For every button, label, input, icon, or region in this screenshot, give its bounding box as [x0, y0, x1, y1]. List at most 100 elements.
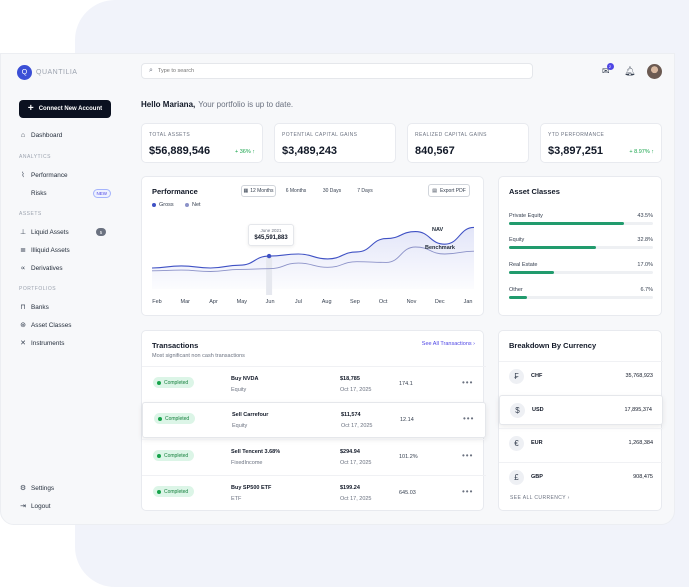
sidebar-item-risks[interactable]: Risks NEW: [31, 187, 111, 199]
status-badge: Completed: [153, 450, 195, 461]
tooltip-value: $45,591,883: [254, 235, 288, 241]
currency-code: GBP: [531, 474, 543, 480]
series-line-net[interactable]: [151, 246, 475, 272]
transaction-type: Equity: [232, 423, 248, 429]
export-pdf-button[interactable]: ▤ Export PDF: [428, 184, 470, 197]
kpi-ytd-performance: YTD PERFORMANCE $3,897,251 + 8.97% ↑: [540, 123, 662, 163]
sidebar-item-logout[interactable]: ⇥ Logout: [19, 500, 111, 512]
count-badge: 5: [96, 228, 106, 236]
range-7-days[interactable]: 7 Days: [352, 185, 378, 197]
export-label: Export PDF: [439, 187, 466, 194]
sidebar-item-performance[interactable]: ⌇ Performance: [19, 169, 111, 181]
series-line-gross[interactable]: [151, 226, 475, 269]
table-row[interactable]: Completed Buy NVDA Equity $18,785 Oct 17, 20…: [142, 366, 486, 402]
sidebar-item-illiquid-assets[interactable]: ≣ Illiquid Assets: [19, 244, 111, 256]
sidebar-item-banks[interactable]: ⊓ Banks: [19, 301, 111, 313]
search-icon: ⌕: [149, 67, 153, 74]
transaction-quantity: 101.2%: [399, 454, 418, 460]
status-dot: [158, 416, 162, 421]
search-input[interactable]: [157, 68, 458, 74]
see-all-currency-link[interactable]: SEE ALL CURRENCY ›: [510, 495, 570, 501]
x-tick-label: Jan: [463, 299, 473, 305]
x-tick-label: Aug: [321, 299, 332, 305]
x-tick-label: Nov: [406, 299, 417, 305]
range-6-months[interactable]: 6 Months: [280, 185, 312, 197]
legend-dot: [185, 203, 189, 207]
connect-account-label: Connect New Account: [38, 106, 103, 112]
logout-icon: ⇥: [20, 503, 26, 510]
range-label: 30 Days: [322, 188, 342, 194]
range-12-months[interactable]: ▦ 12 Months: [241, 185, 276, 197]
nodes-icon: ∝: [20, 265, 26, 272]
table-row[interactable]: Completed Sell Tencent 3.68% FixedIncome $2…: [142, 439, 486, 475]
x-tick-label: Mar: [180, 299, 191, 305]
search-bar[interactable]: ⌕: [141, 63, 533, 79]
range-30-days[interactable]: 30 Days: [317, 185, 347, 197]
sidebar-item-liquid-assets[interactable]: ⊥ Liquid Assets 5: [19, 226, 111, 238]
x-tick-label: Feb: [152, 299, 162, 305]
sidebar-item-asset-classes[interactable]: ⊛ Asset Classes: [19, 319, 111, 331]
status-label: Completed: [164, 379, 189, 386]
nav-annotation: NAV: [432, 227, 444, 233]
legend-label: Gross: [159, 202, 174, 208]
currency-row[interactable]: ₣ CHF 35,768,923: [499, 361, 663, 391]
logo-mark: Q: [17, 65, 32, 80]
status-label: Completed: [164, 488, 189, 495]
status-label: Completed: [164, 452, 189, 459]
transaction-date: Oct 17, 2025: [340, 387, 372, 393]
logo[interactable]: Q QUANTILIA: [17, 65, 77, 80]
kpi-label: POTENTIAL CAPITAL GAINS: [282, 132, 358, 138]
sidebar-item-label: Liquid Assets: [31, 228, 69, 236]
kpi-total-assets: TOTAL ASSETS $56,889,546 + 36% ↑: [141, 123, 263, 163]
calendar-icon: ▦: [243, 188, 249, 194]
drop-icon: ⊥: [19, 229, 27, 236]
more-options-icon[interactable]: •••: [462, 378, 474, 387]
benchmark-annotation: Benchmark: [425, 245, 455, 251]
transactions-subtitle: Most significant non cash transactions: [152, 353, 245, 359]
sidebar-item-settings[interactable]: ⚙ Settings: [19, 482, 111, 494]
kpi-realized-gains: REALIZED CAPITAL GAINS 840,567: [407, 123, 529, 163]
gear-icon: ⚙: [19, 485, 27, 492]
performance-chart[interactable]: [142, 177, 485, 317]
legend-dot: [152, 203, 156, 207]
connect-account-button[interactable]: + Connect New Account: [19, 100, 111, 118]
kpi-label: YTD PERFORMANCE: [548, 132, 605, 138]
more-options-icon[interactable]: •••: [462, 451, 474, 460]
transaction-date: Oct 17, 2025: [340, 460, 372, 466]
asset-classes-card: Asset Classes Private Equity 43.5% Equity 3…: [498, 176, 662, 316]
messages-button[interactable]: ✉ 2: [602, 63, 614, 77]
transactions-title: Transactions: [152, 341, 199, 350]
tools-icon: ✕: [20, 340, 26, 347]
notifications-button[interactable]: 🔔︎: [624, 66, 635, 77]
table-row[interactable]: Completed Buy SP500 ETF ETF $199.24 Oct 17, …: [142, 475, 486, 511]
currency-row[interactable]: £ GBP 908,475: [499, 462, 663, 492]
avatar[interactable]: [647, 64, 662, 79]
x-tick-label: Oct: [378, 299, 388, 305]
transaction-type: Equity: [231, 387, 247, 393]
more-options-icon[interactable]: •••: [462, 487, 474, 496]
table-row[interactable]: Completed Sell Carrefour Equity $11,574 Oct …: [142, 402, 486, 438]
logo-text: QUANTILIA: [36, 69, 78, 76]
tooltip-date: June 2021: [260, 228, 282, 233]
series-area-gross: [152, 227, 474, 289]
currency-row[interactable]: $ USD 17,895,374: [499, 395, 663, 425]
greeting-text: Your portfolio is up to date.: [198, 100, 294, 109]
see-all-transactions-link[interactable]: See All Transactions ›: [421, 341, 475, 347]
transaction-type: ETF: [231, 496, 242, 502]
transaction-name: Sell Carrefour: [232, 412, 269, 418]
sidebar-item-dashboard[interactable]: ⌂ Dashboard: [19, 129, 111, 141]
sidebar-item-instruments[interactable]: ✕ Instruments: [19, 337, 111, 349]
sidebar-item-derivatives[interactable]: ∝ Derivatives: [19, 262, 111, 274]
mail-icon: ✉: [602, 66, 610, 76]
more-options-icon[interactable]: •••: [463, 414, 475, 423]
transaction-type: FixedIncome: [231, 460, 263, 466]
sidebar-item-label: Logout: [31, 502, 51, 510]
x-tick-label: Jun: [265, 299, 275, 305]
asset-classes-title: Asset Classes: [509, 187, 560, 196]
currency-row[interactable]: € EUR 1,268,384: [499, 428, 663, 458]
asset-class-bar: [509, 246, 596, 249]
hover-point[interactable]: [266, 253, 272, 259]
transaction-date: Oct 17, 2025: [341, 423, 373, 429]
asset-class-track: [509, 296, 653, 299]
classes-icon: ⊛: [20, 322, 26, 329]
